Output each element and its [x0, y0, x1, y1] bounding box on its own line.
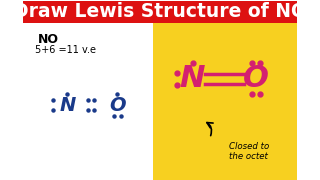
Text: N: N: [180, 64, 205, 93]
Text: 5+6 =11 v.e: 5+6 =11 v.e: [35, 45, 96, 55]
Text: Draw Lewis Structure of NO: Draw Lewis Structure of NO: [13, 3, 307, 21]
Text: O: O: [243, 64, 269, 93]
Text: NO: NO: [38, 33, 59, 46]
Text: N: N: [59, 96, 76, 115]
Text: Closed to: Closed to: [228, 142, 269, 151]
Text: O: O: [109, 96, 125, 115]
Text: the octet: the octet: [228, 152, 268, 161]
Bar: [23, 1, 297, 23]
Bar: [153, 1, 297, 180]
